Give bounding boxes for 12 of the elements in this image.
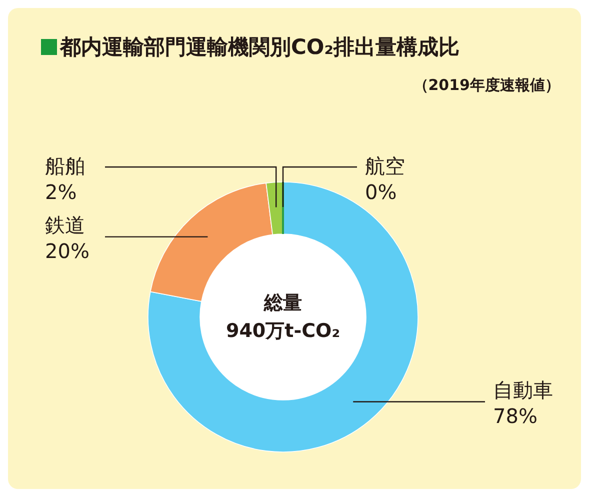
slice-label: 鉄道	[45, 212, 85, 237]
slice-label: 船舶	[45, 154, 85, 178]
data-label: 78%	[493, 404, 538, 428]
data-label: 2%	[45, 180, 77, 204]
text: 総量	[263, 292, 302, 314]
text: 0%	[365, 180, 397, 204]
text: 940万t-CO₂	[226, 320, 340, 342]
chart-subtitle: （2019年度速報値）	[413, 76, 560, 94]
slice-label: 自動車	[493, 378, 553, 402]
data-label: 20%	[45, 238, 90, 263]
category-label: 航空	[365, 154, 405, 178]
chart-title: 都内運輸部門運輸機関別CO₂排出量構成比	[59, 35, 460, 59]
